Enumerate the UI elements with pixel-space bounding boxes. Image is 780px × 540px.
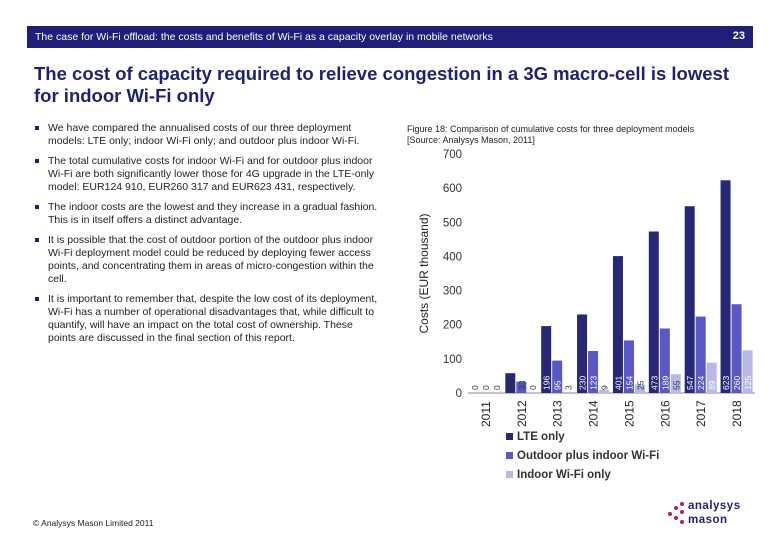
bar-value-label: 0 xyxy=(470,385,480,390)
bar-value-label: 473 xyxy=(649,376,659,390)
bar-0-2012 xyxy=(505,373,516,393)
legend-label: Indoor Wi-Fi only xyxy=(517,469,611,481)
legend-swatch xyxy=(506,471,513,478)
y-tick-label: 300 xyxy=(443,286,462,298)
bar-value-label: 9 xyxy=(600,385,610,390)
bar-0-2013 xyxy=(541,326,552,393)
x-tick-label: 2016 xyxy=(658,400,672,427)
bar-value-label: 623 xyxy=(721,376,731,390)
y-tick-label: 400 xyxy=(443,251,462,263)
slide-title: The cost of capacity required to relieve… xyxy=(34,63,729,106)
bullet-item: It is possible that the cost of outdoor … xyxy=(33,234,378,286)
x-tick-label: 2015 xyxy=(622,400,636,427)
bar-value-label: 196 xyxy=(542,376,552,390)
figure-caption-title: Figure 18: Comparison of cumulative cost… xyxy=(407,124,695,134)
bar-value-label: 58 xyxy=(506,380,516,390)
bullet-item: We have compared the annualised costs of… xyxy=(33,122,378,148)
bar-0-2017 xyxy=(684,206,695,393)
y-tick-label: 500 xyxy=(443,217,462,229)
bar-value-label: 401 xyxy=(613,376,623,390)
bar-value-label: 89 xyxy=(707,380,717,390)
y-axis-label: Costs (EUR thousand) xyxy=(417,213,431,333)
bar-2-2017 xyxy=(706,362,717,393)
bar-2-2014 xyxy=(599,389,610,393)
bar-0-2018 xyxy=(720,180,731,393)
figure-caption-source: [Source: Analysys Mason, 2011] xyxy=(407,135,535,145)
bar-value-label: 224 xyxy=(696,376,706,390)
bar-value-label: 189 xyxy=(660,376,670,390)
bar-1-2013 xyxy=(552,360,563,393)
figure-caption: Figure 18: Comparison of cumulative cost… xyxy=(407,124,752,146)
legend-label: LTE only xyxy=(517,431,565,443)
header-title: The case for Wi-Fi offload: the costs an… xyxy=(35,31,493,43)
bar-value-label: 154 xyxy=(624,376,634,390)
bar-0-2014 xyxy=(577,314,588,393)
footer-copyright: © Analysys Mason Limited 2011 xyxy=(33,518,154,528)
y-tick-label: 100 xyxy=(443,354,462,366)
x-tick-label: 2014 xyxy=(587,400,601,427)
y-tick-label: 200 xyxy=(443,320,462,332)
page-number: 23 xyxy=(732,30,745,42)
bar-value-label: 260 xyxy=(732,376,742,390)
bar-0-2015 xyxy=(612,256,623,393)
bar-value-label: 0 xyxy=(528,385,538,390)
bar-0-2016 xyxy=(648,231,659,393)
bar-value-label: 125 xyxy=(743,376,753,390)
bar-1-2016 xyxy=(659,328,670,393)
bar-value-label: 25 xyxy=(635,380,645,390)
bar-1-2017 xyxy=(695,316,706,393)
legend-swatch xyxy=(506,452,513,459)
legend-swatch xyxy=(506,433,513,440)
y-tick-label: 700 xyxy=(443,149,462,161)
bar-1-2018 xyxy=(731,304,742,393)
bar-1-2012 xyxy=(516,381,527,393)
company-logo: analysys mason xyxy=(666,496,752,532)
bar-value-label: 33 xyxy=(517,380,527,390)
logo-word-mason: mason xyxy=(688,514,728,526)
x-tick-label: 2018 xyxy=(730,400,744,427)
x-tick-label: 2011 xyxy=(479,401,493,427)
x-tick-label: 2012 xyxy=(515,400,529,427)
bar-value-label: 95 xyxy=(553,380,563,390)
x-tick-label: 2017 xyxy=(694,400,708,427)
y-tick-label: 600 xyxy=(443,183,462,195)
bar-2-2016 xyxy=(670,374,681,393)
bar-2-2018 xyxy=(742,350,753,393)
bar-1-2015 xyxy=(623,340,634,393)
header-bar: The case for Wi-Fi offload: the costs an… xyxy=(27,26,753,48)
legend-label: Outdoor plus indoor Wi-Fi xyxy=(517,450,659,462)
bar-value-label: 0 xyxy=(492,385,502,390)
bar-value-label: 55 xyxy=(671,380,681,390)
bar-2-2013 xyxy=(563,391,574,393)
bar-value-label: 123 xyxy=(589,376,599,390)
bar-2-2015 xyxy=(634,384,645,393)
bar-value-label: 0 xyxy=(481,385,491,390)
bullet-item: The indoor costs are the lowest and they… xyxy=(33,201,378,227)
logo-dots-icon xyxy=(666,502,686,526)
x-tick-label: 2013 xyxy=(551,400,565,427)
bullet-item: It is important to remember that, despit… xyxy=(33,293,378,345)
y-tick-label: 0 xyxy=(456,388,462,400)
bar-value-label: 230 xyxy=(578,376,588,390)
bar-1-2014 xyxy=(588,351,599,393)
bullet-item: The total cumulative costs for indoor Wi… xyxy=(33,155,378,194)
bar-value-label: 3 xyxy=(564,385,574,390)
bullet-list: We have compared the annualised costs of… xyxy=(33,122,378,352)
bar-value-label: 547 xyxy=(685,376,695,390)
logo-word-analysys: analysys xyxy=(688,500,741,512)
